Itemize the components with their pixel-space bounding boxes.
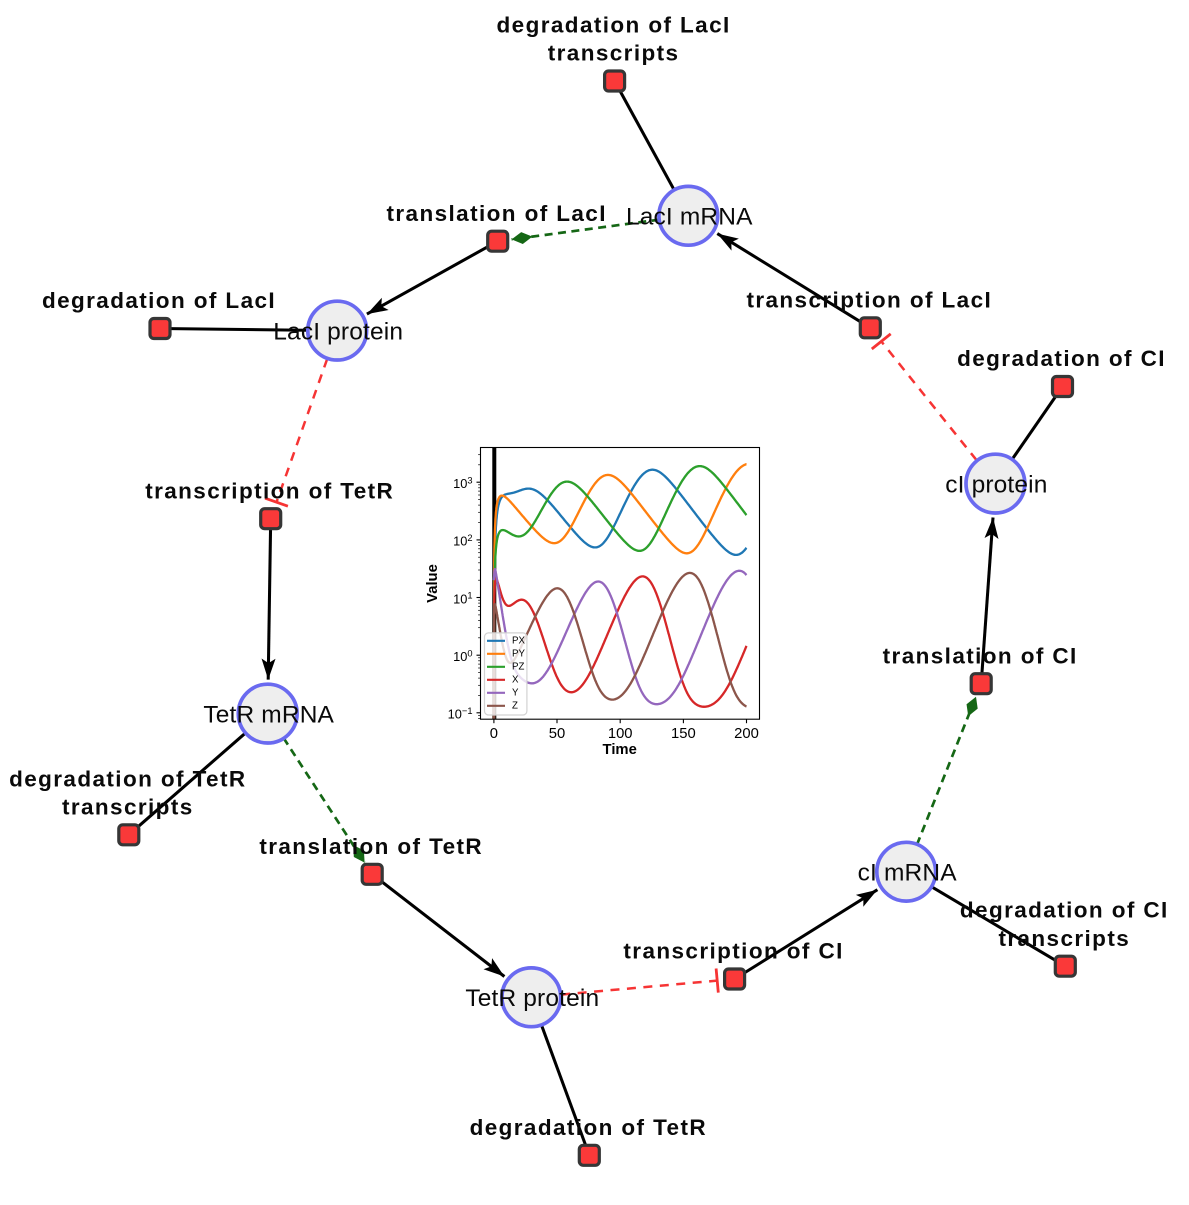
svg-text:transcripts: transcripts xyxy=(62,795,194,820)
svg-text:transcription of LacI: transcription of LacI xyxy=(746,288,992,313)
svg-text:PZ: PZ xyxy=(512,662,524,673)
svg-text:Value: Value xyxy=(425,564,441,603)
svg-text:degradation of CI: degradation of CI xyxy=(960,898,1169,923)
svg-text:150: 150 xyxy=(671,726,696,742)
svg-text:transcription of CI: transcription of CI xyxy=(623,939,843,964)
svg-text:cI protein: cI protein xyxy=(945,472,1047,499)
svg-text:translation of LacI: translation of LacI xyxy=(387,201,607,226)
svg-text:Time: Time xyxy=(603,742,637,758)
svg-text:degradation of LacI: degradation of LacI xyxy=(497,13,731,38)
svg-text:degradation of LacI: degradation of LacI xyxy=(42,288,276,313)
svg-text:PX: PX xyxy=(512,636,525,647)
svg-text:transcription of TetR: transcription of TetR xyxy=(145,478,394,503)
svg-text:TetR protein: TetR protein xyxy=(465,985,599,1012)
svg-text:Z: Z xyxy=(512,701,518,712)
svg-text:degradation of TetR: degradation of TetR xyxy=(9,766,246,791)
svg-text:degradation of CI: degradation of CI xyxy=(957,346,1166,371)
svg-text:0: 0 xyxy=(490,726,498,742)
svg-text:translation of CI: translation of CI xyxy=(883,643,1078,668)
svg-text:cI mRNA: cI mRNA xyxy=(858,860,958,887)
svg-text:translation of TetR: translation of TetR xyxy=(259,834,483,859)
svg-text:LacI mRNA: LacI mRNA xyxy=(626,204,753,231)
svg-text:PY: PY xyxy=(512,649,525,660)
svg-text:transcripts: transcripts xyxy=(548,41,680,66)
svg-text:50: 50 xyxy=(549,726,565,742)
svg-text:degradation of TetR: degradation of TetR xyxy=(470,1115,707,1140)
svg-text:LacI protein: LacI protein xyxy=(273,319,403,346)
svg-text:100: 100 xyxy=(608,726,633,742)
svg-text:transcripts: transcripts xyxy=(998,926,1130,951)
svg-text:X: X xyxy=(512,675,519,686)
svg-text:Y: Y xyxy=(512,688,519,699)
svg-text:200: 200 xyxy=(734,726,759,742)
svg-text:TetR mRNA: TetR mRNA xyxy=(203,702,334,729)
